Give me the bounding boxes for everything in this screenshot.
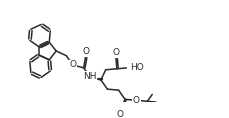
Text: O: O: [116, 110, 123, 118]
Text: O: O: [113, 48, 120, 57]
Text: NH: NH: [83, 72, 96, 81]
Text: O: O: [133, 96, 140, 105]
Text: O: O: [82, 47, 90, 56]
Text: HO: HO: [130, 63, 144, 72]
Text: O: O: [69, 60, 76, 69]
